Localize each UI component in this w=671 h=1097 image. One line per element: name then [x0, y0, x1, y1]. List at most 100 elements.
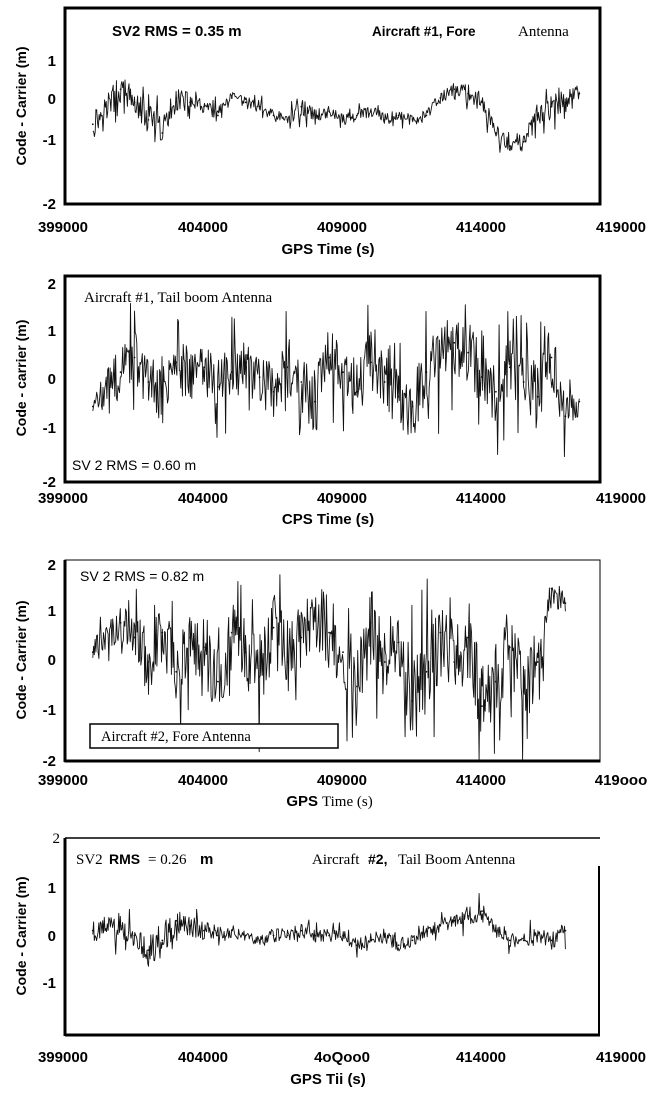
- x-tick-label: 404000: [178, 772, 228, 789]
- data-point: [328, 356, 330, 359]
- data-point: [147, 381, 150, 383]
- x-tick-label: 404000: [178, 1049, 228, 1066]
- x-tick-label: 419000: [596, 1049, 646, 1066]
- data-point: [286, 934, 289, 937]
- y-axis-label: Code - Carrier (m): [13, 46, 29, 165]
- rms-note-d: m: [200, 851, 213, 868]
- data-point: [286, 366, 289, 369]
- data-point: [119, 88, 122, 91]
- data-point: [161, 395, 164, 398]
- x-tick-label: 4oQoo0: [314, 1049, 370, 1066]
- data-point: [147, 119, 150, 121]
- panel-4: SV2 RMS = 0.26 m Aircraft #2, Tail Boom …: [13, 831, 646, 1088]
- data-point: [244, 651, 247, 654]
- data-point: [439, 97, 442, 99]
- x-tick-label: 414000: [456, 772, 506, 789]
- data-point: [300, 105, 303, 108]
- data-point: [536, 114, 539, 117]
- data-point: [203, 929, 205, 932]
- data-point: [217, 680, 219, 683]
- data-point: [314, 612, 317, 614]
- data-point: [536, 934, 539, 937]
- plot-area: [91, 893, 567, 967]
- data-point: [383, 934, 386, 937]
- data-point: [397, 944, 400, 947]
- antenna-note-c: Tail Boom Antenna: [398, 852, 516, 868]
- x-tick-label: 414000: [456, 490, 506, 507]
- data-point: [119, 924, 122, 927]
- data-point: [495, 680, 497, 683]
- data-point: [453, 341, 456, 344]
- y-axis-label: Code - Carrier (m): [13, 876, 29, 995]
- data-point: [439, 924, 442, 927]
- data-point: [369, 939, 372, 942]
- data-point: [161, 939, 164, 942]
- rms-note: SV 2 RMS = 0.82 m: [80, 568, 204, 584]
- rms-note-b: RMS: [109, 851, 140, 867]
- data-point: [314, 400, 317, 403]
- data-point: [356, 390, 358, 393]
- rms-note: SV 2 RMS = 0.60 m: [72, 457, 196, 473]
- data-point: [230, 631, 233, 634]
- data-point: [411, 700, 414, 703]
- data-point: [189, 636, 192, 639]
- x-axis-label: GPS Tii (s): [290, 1071, 366, 1088]
- data-point: [508, 366, 511, 369]
- data-point: [495, 132, 497, 134]
- data-point: [258, 105, 261, 108]
- data-point: [272, 114, 275, 117]
- plot-area: [91, 303, 581, 458]
- x-tick-label: 419000: [596, 219, 646, 236]
- data-point: [203, 105, 205, 108]
- x-tick-label: 399000: [38, 490, 88, 507]
- y-tick-label: -2: [43, 474, 56, 491]
- data-point: [272, 390, 275, 393]
- data-point: [189, 101, 192, 104]
- x-axis-label: GPS Time (s): [281, 241, 374, 258]
- data-point: [467, 351, 469, 354]
- data-point: [230, 371, 233, 374]
- antenna-note-b: #2,: [368, 851, 387, 867]
- data-point: [369, 621, 372, 624]
- x-tick-label: 414000: [456, 1049, 506, 1066]
- plot-area: [91, 79, 581, 153]
- data-point: [550, 939, 553, 942]
- antenna-note-box: [89, 723, 339, 749]
- data-point: [91, 123, 94, 126]
- data-point: [244, 361, 247, 364]
- x-tick-label: 404000: [178, 219, 228, 236]
- y-tick-label: 1: [48, 603, 56, 620]
- data-point: [383, 661, 386, 663]
- plot-frame: [63, 274, 602, 484]
- y-tick-label: -2: [43, 196, 56, 213]
- data-point: [383, 119, 386, 121]
- panel-3: SV 2 RMS = 0.82 m Aircraft #2, Fore Ante…: [13, 557, 647, 810]
- data-point: [328, 631, 330, 634]
- y-tick-label: 1: [48, 880, 56, 897]
- antenna-note-a: Aircraft #1, Fore: [372, 24, 476, 39]
- data-point: [467, 92, 469, 95]
- data-point: [383, 381, 386, 383]
- y-tick-label: 0: [48, 371, 56, 388]
- data-point: [342, 651, 344, 654]
- data-point: [439, 361, 442, 364]
- y-tick-label: 0: [48, 928, 56, 945]
- rms-note-c: = 0.26: [148, 852, 187, 868]
- data-point: [369, 110, 372, 112]
- data-point: [453, 920, 456, 922]
- data-point: [522, 939, 525, 942]
- data-point: [411, 405, 414, 408]
- data-point: [425, 670, 428, 673]
- data-point: [133, 101, 136, 104]
- y-tick-label: 2: [53, 831, 61, 847]
- data-point: [217, 934, 219, 937]
- x-tick-label: 399000: [38, 219, 88, 236]
- antenna-note: Aircraft #1, Tail boom Antenna: [84, 290, 273, 306]
- series-line: [92, 893, 566, 967]
- data-point: [508, 939, 511, 942]
- data-point: [119, 621, 122, 624]
- data-point: [119, 371, 122, 374]
- y-tick-label: -2: [43, 753, 56, 770]
- data-point: [397, 395, 400, 398]
